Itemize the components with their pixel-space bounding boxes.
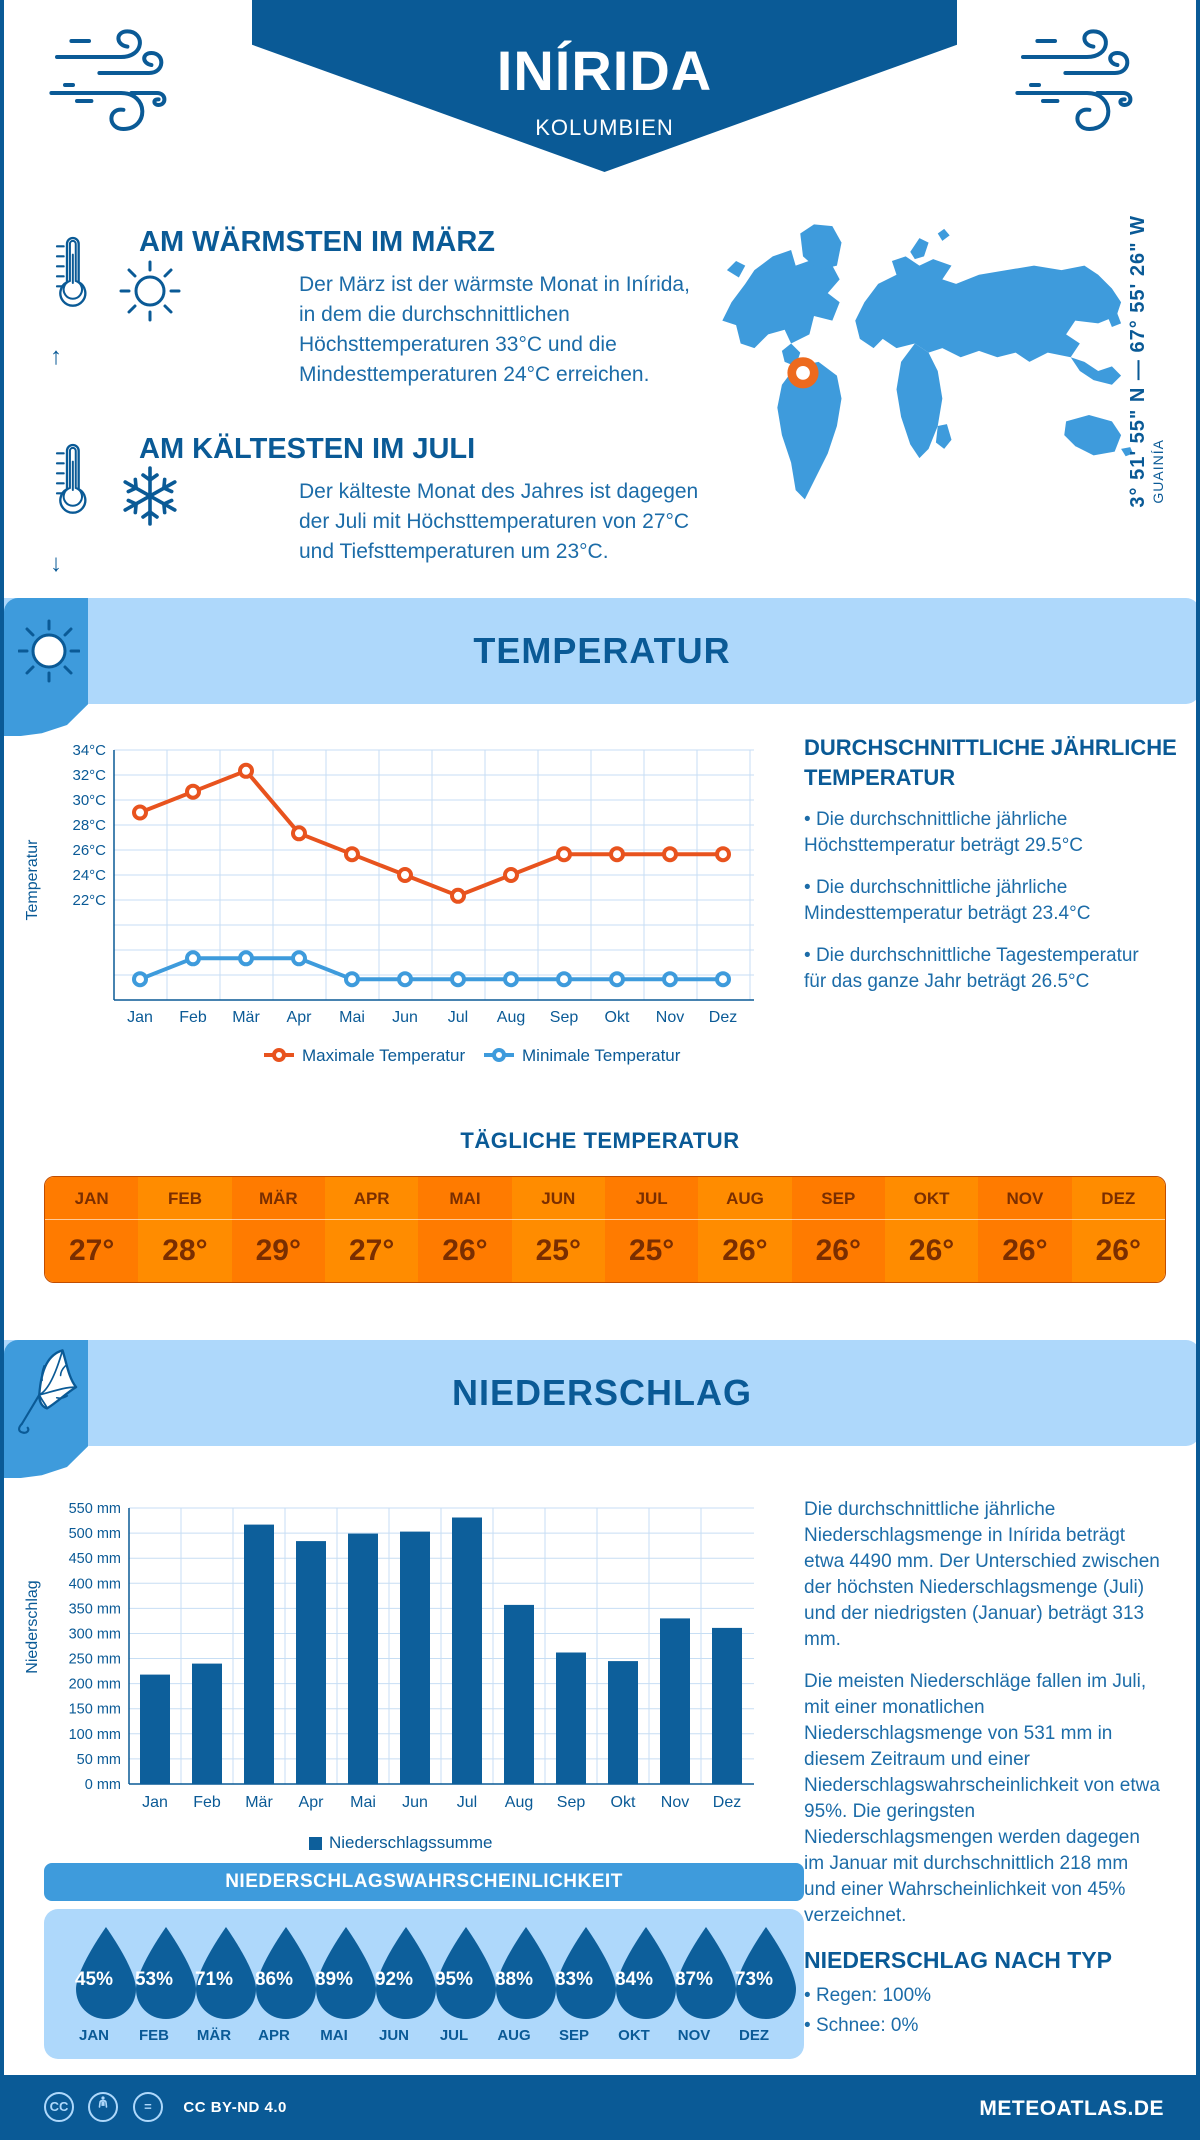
svg-text:Dez: Dez bbox=[709, 1009, 737, 1026]
svg-text:Mai: Mai bbox=[339, 1009, 365, 1026]
svg-text:Minimale Temperatur: Minimale Temperatur bbox=[522, 1046, 681, 1065]
svg-text:550 mm: 550 mm bbox=[69, 1501, 121, 1517]
svg-text:Okt: Okt bbox=[605, 1009, 630, 1026]
svg-text:32°C: 32°C bbox=[72, 767, 106, 784]
svg-text:26°C: 26°C bbox=[72, 842, 106, 859]
svg-text:350 mm: 350 mm bbox=[69, 1601, 121, 1617]
svg-text:Apr: Apr bbox=[287, 1009, 313, 1026]
svg-text:250 mm: 250 mm bbox=[69, 1652, 121, 1668]
svg-text:150 mm: 150 mm bbox=[69, 1702, 121, 1718]
svg-text:Jul: Jul bbox=[457, 1794, 477, 1811]
svg-text:50 mm: 50 mm bbox=[77, 1752, 121, 1768]
svg-text:Jun: Jun bbox=[402, 1794, 428, 1811]
svg-text:28°C: 28°C bbox=[72, 817, 106, 834]
svg-text:Maximale Temperatur: Maximale Temperatur bbox=[302, 1046, 465, 1065]
svg-text:34°C: 34°C bbox=[72, 742, 106, 759]
svg-text:500 mm: 500 mm bbox=[69, 1526, 121, 1542]
svg-text:Aug: Aug bbox=[497, 1009, 525, 1026]
svg-text:Mär: Mär bbox=[232, 1009, 260, 1026]
svg-text:Sep: Sep bbox=[557, 1794, 586, 1811]
svg-text:22°C: 22°C bbox=[72, 892, 106, 909]
svg-text:Feb: Feb bbox=[193, 1794, 221, 1811]
svg-text:Nov: Nov bbox=[661, 1794, 689, 1811]
svg-text:300 mm: 300 mm bbox=[69, 1627, 121, 1643]
svg-text:200 mm: 200 mm bbox=[69, 1677, 121, 1693]
svg-text:400 mm: 400 mm bbox=[69, 1576, 121, 1592]
svg-text:30°C: 30°C bbox=[72, 792, 106, 809]
svg-text:Mär: Mär bbox=[245, 1794, 273, 1811]
svg-text:Jan: Jan bbox=[127, 1009, 153, 1026]
svg-text:Jul: Jul bbox=[448, 1009, 468, 1026]
svg-text:Mai: Mai bbox=[350, 1794, 376, 1811]
svg-text:100 mm: 100 mm bbox=[69, 1727, 121, 1743]
svg-text:Aug: Aug bbox=[505, 1794, 533, 1811]
svg-text:450 mm: 450 mm bbox=[69, 1551, 121, 1567]
svg-text:0 mm: 0 mm bbox=[85, 1777, 121, 1793]
svg-text:Sep: Sep bbox=[550, 1009, 579, 1026]
svg-text:Feb: Feb bbox=[179, 1009, 207, 1026]
svg-text:24°C: 24°C bbox=[72, 867, 106, 884]
svg-text:Nov: Nov bbox=[656, 1009, 684, 1026]
svg-text:Okt: Okt bbox=[611, 1794, 636, 1811]
svg-text:Niederschlagssumme: Niederschlagssumme bbox=[329, 1833, 492, 1852]
svg-text:Jan: Jan bbox=[142, 1794, 168, 1811]
svg-text:Jun: Jun bbox=[392, 1009, 418, 1026]
svg-text:Apr: Apr bbox=[299, 1794, 325, 1811]
svg-text:Dez: Dez bbox=[713, 1794, 741, 1811]
